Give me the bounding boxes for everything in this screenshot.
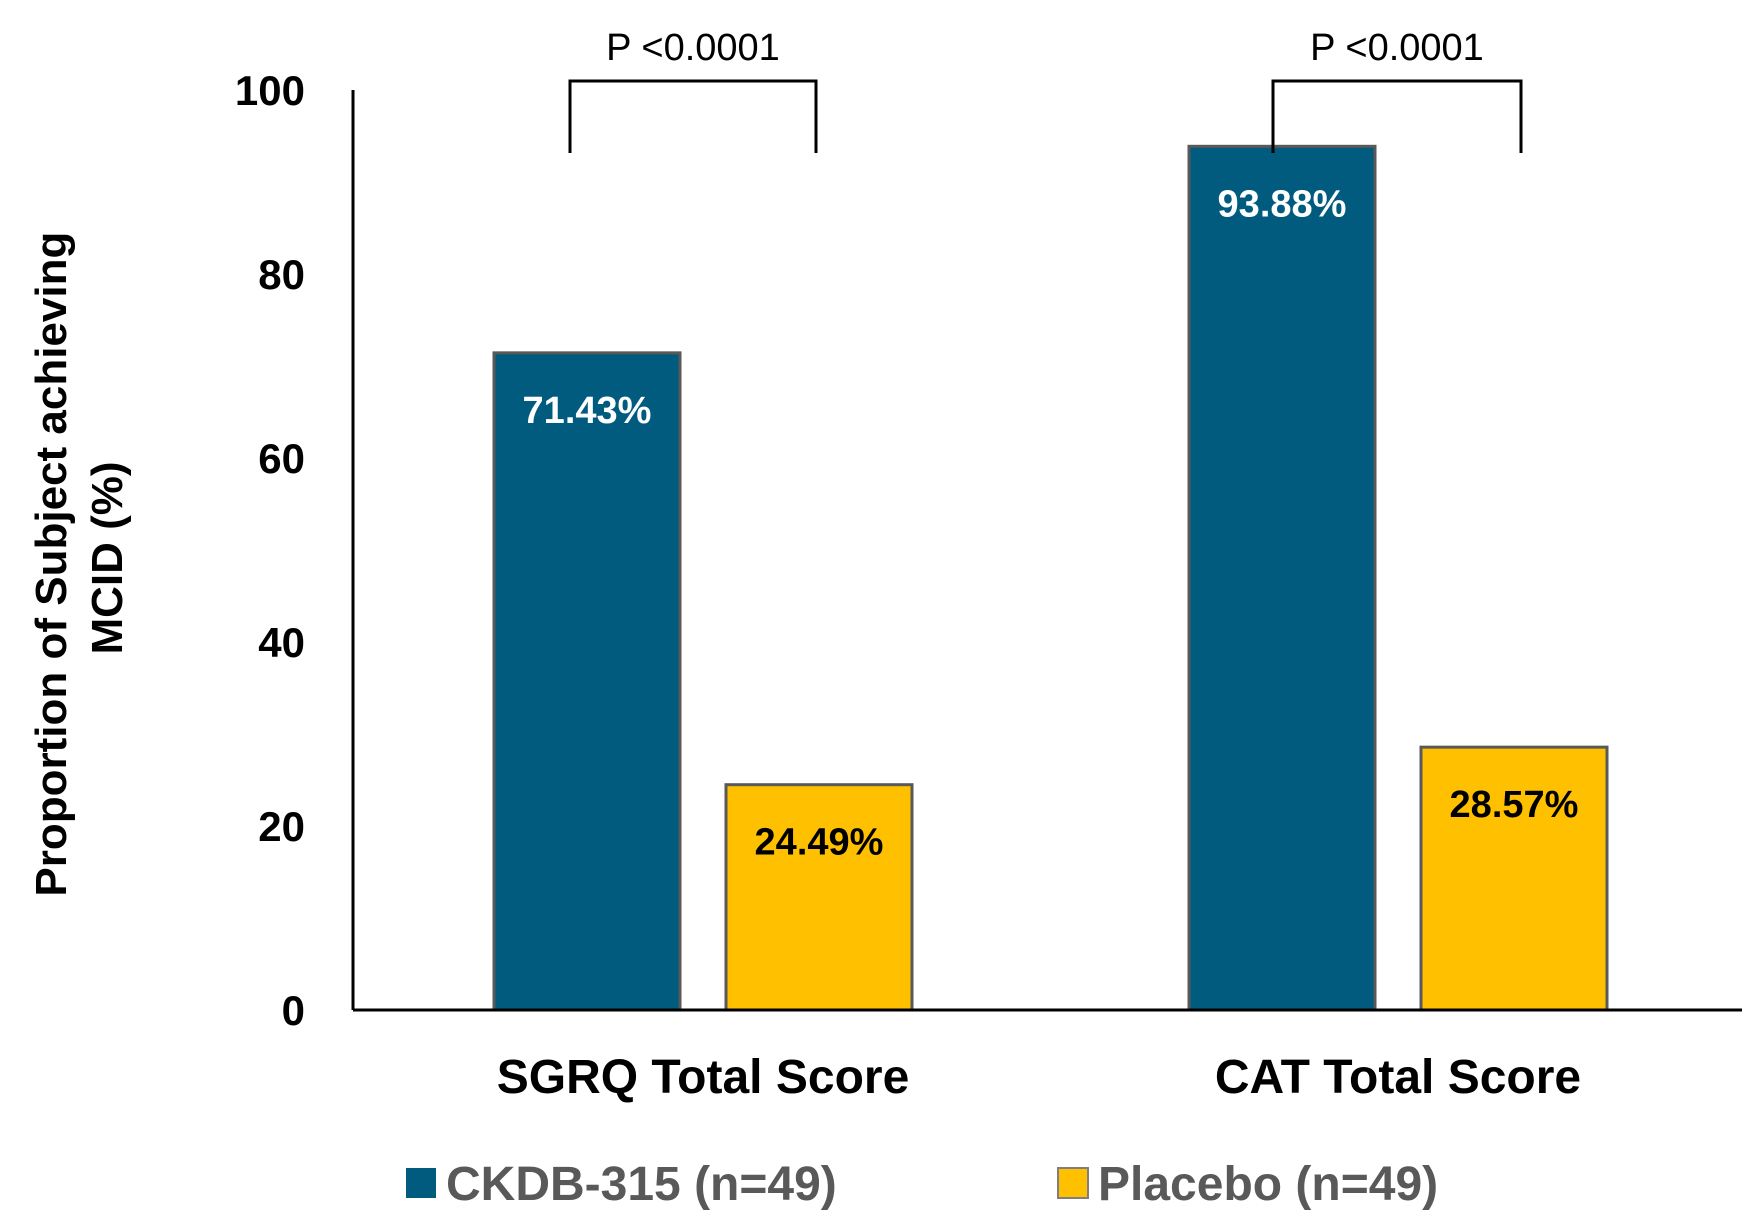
p-value-label: P <0.0001 <box>606 27 780 69</box>
y-tick-label: 80 <box>258 251 305 298</box>
legend-label-placebo: Placebo (n=49) <box>1098 1158 1438 1211</box>
legend-swatch-placebo <box>1057 1167 1089 1199</box>
x-category-label: CAT Total Score <box>1215 1051 1581 1104</box>
bar-data-label: 93.88% <box>1218 183 1347 225</box>
y-tick-label: 20 <box>258 803 305 850</box>
y-axis-label: Proportion of Subject achieving MCID (%) <box>27 219 132 896</box>
y-tick-label: 100 <box>235 67 305 114</box>
x-axis-category-labels: SGRQ Total Score CAT Total Score <box>497 1051 1581 1104</box>
significance-brackets: P <0.0001 P <0.0001 <box>568 27 1523 153</box>
bar-placebo-sgrq <box>724 783 914 1012</box>
y-axis-label-line-1: Proportion of Subject achieving <box>27 232 76 897</box>
bar-ckdb-sgrq <box>492 351 682 1012</box>
bar-data-label: 28.57% <box>1450 784 1579 826</box>
bar-data-label: 71.43% <box>523 390 652 432</box>
legend-label-ckdb: CKDB-315 (n=49) <box>446 1158 837 1211</box>
legend: CKDB-315 (n=49) Placebo (n=49) <box>406 1158 1438 1211</box>
bars-group: 71.43% 24.49% 93.88% 28.57% <box>492 144 1609 1012</box>
x-category-label: SGRQ Total Score <box>497 1051 910 1104</box>
bar-data-label: 24.49% <box>755 822 884 864</box>
y-tick-label: 40 <box>258 619 305 666</box>
significance-bracket <box>568 79 818 153</box>
bar-ckdb-cat <box>1187 144 1377 1012</box>
y-axis-label-line-2: MCID (%) <box>83 461 132 654</box>
y-tick-label: 60 <box>258 435 305 482</box>
p-value-label: P <0.0001 <box>1310 27 1484 69</box>
bar-placebo-cat <box>1419 745 1609 1012</box>
legend-swatch-ckdb <box>406 1168 436 1198</box>
y-axis-ticks: 0 20 40 60 80 100 <box>235 67 305 1034</box>
y-tick-label: 0 <box>282 987 305 1034</box>
significance-bracket <box>1271 79 1523 153</box>
